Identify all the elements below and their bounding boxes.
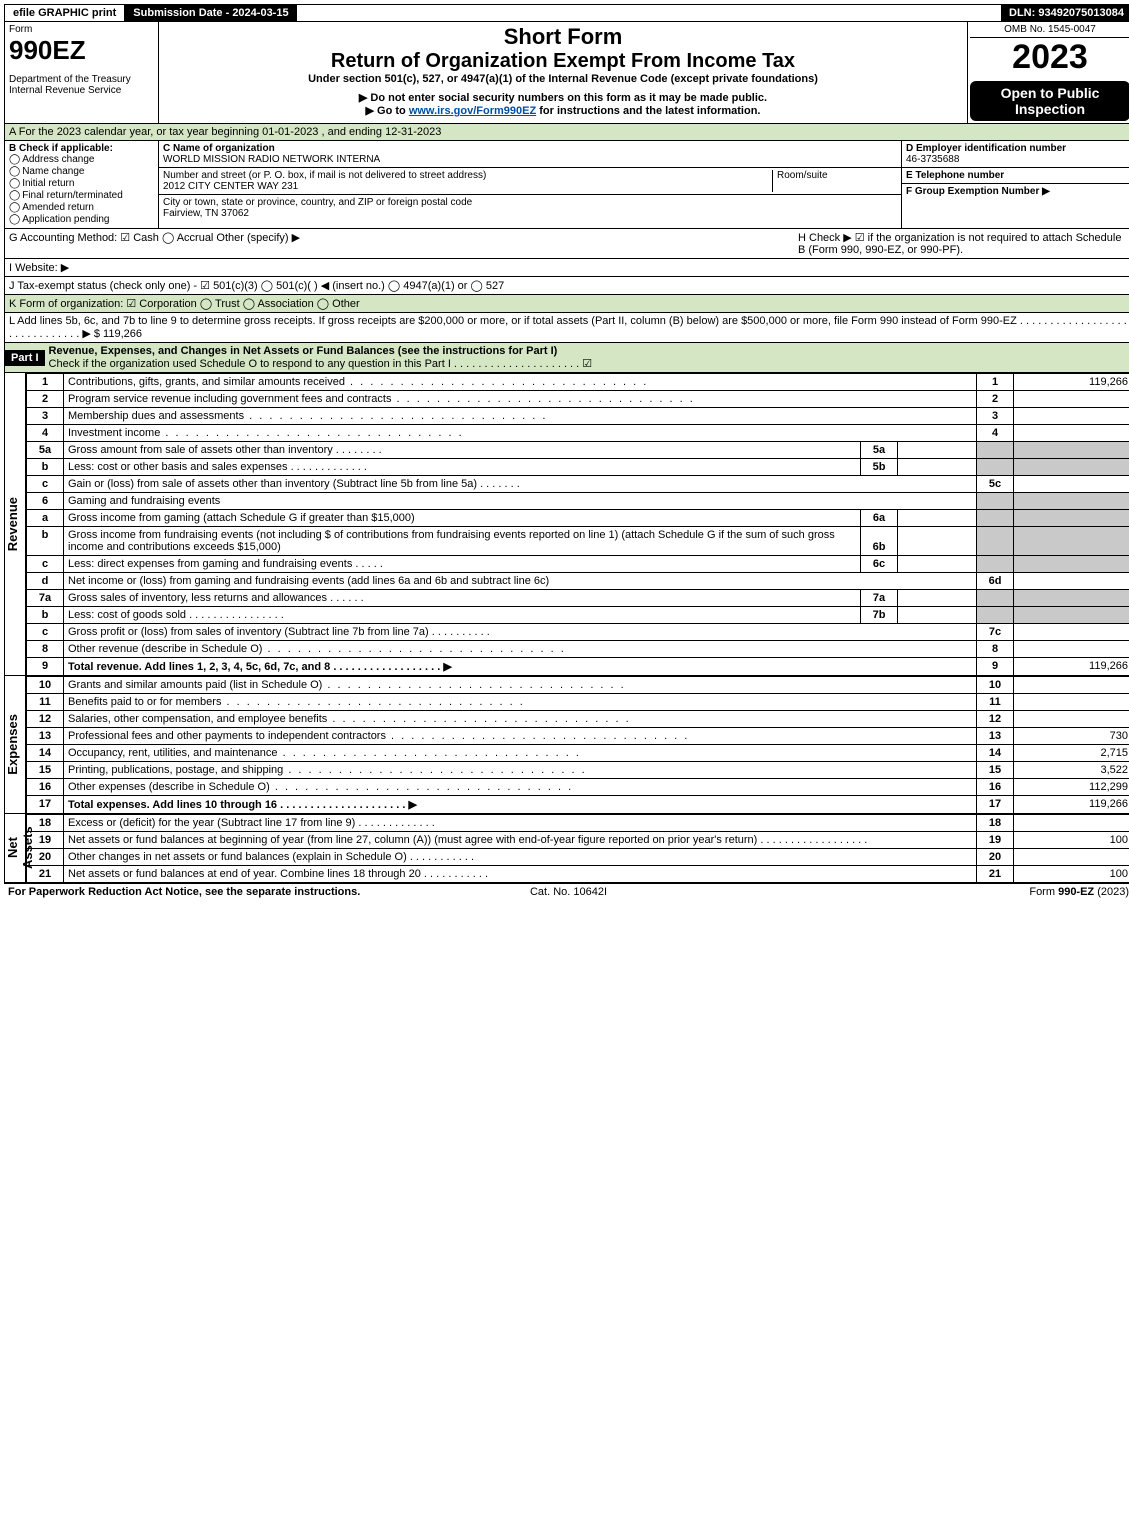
dln-label: DLN: 93492075013084 — [1001, 5, 1129, 21]
main-grid: Revenue 1Contributions, gifts, grants, a… — [4, 373, 1129, 676]
expenses-grid: Expenses 10Grants and similar amounts pa… — [4, 676, 1129, 814]
subtitle: Under section 501(c), 527, or 4947(a)(1)… — [163, 73, 963, 85]
cb-name-change[interactable]: ◯Name change — [9, 166, 154, 178]
line-g: G Accounting Method: ☑ Cash ◯ Accrual Ot… — [9, 231, 798, 256]
line-l: L Add lines 5b, 6c, and 7b to line 9 to … — [4, 313, 1129, 343]
org-name: WORLD MISSION RADIO NETWORK INTERNA — [163, 154, 380, 165]
header-left: Form 990EZ Department of the Treasury In… — [5, 22, 159, 123]
form-header: Form 990EZ Department of the Treasury In… — [4, 22, 1129, 124]
column-b: B Check if applicable: ◯Address change ◯… — [5, 141, 159, 228]
short-form-title: Short Form — [163, 24, 963, 50]
footer-left: For Paperwork Reduction Act Notice, see … — [8, 886, 382, 898]
efile-print-button[interactable]: efile GRAPHIC print — [5, 5, 125, 21]
line-l-text: L Add lines 5b, 6c, and 7b to line 9 to … — [9, 315, 1127, 340]
note-goto-post: for instructions and the latest informat… — [539, 105, 760, 117]
dept-label: Department of the Treasury — [9, 74, 154, 85]
public-inspection-badge: Open to Public Inspection — [970, 81, 1129, 121]
revenue-table: 1Contributions, gifts, grants, and simil… — [26, 373, 1129, 676]
line-l-value: 119,266 — [103, 328, 142, 340]
ein-value: 46-3735688 — [906, 154, 959, 165]
bcd-block: B Check if applicable: ◯Address change ◯… — [4, 141, 1129, 229]
b-title: B Check if applicable: — [9, 143, 154, 154]
revenue-side-label: Revenue — [5, 373, 26, 676]
line-j: J Tax-exempt status (check only one) - ☑… — [4, 277, 1129, 295]
page-footer: For Paperwork Reduction Act Notice, see … — [4, 883, 1129, 900]
top-bar: efile GRAPHIC print Submission Date - 20… — [4, 4, 1129, 22]
c-label: C Name of organization — [163, 143, 275, 154]
line-h: H Check ▶ ☑ if the organization is not r… — [798, 231, 1128, 256]
expenses-table: 10Grants and similar amounts paid (list … — [26, 676, 1129, 814]
part1-label: Part I — [5, 350, 45, 366]
tax-year: 2023 — [970, 38, 1129, 77]
city-label: City or town, state or province, country… — [163, 197, 472, 208]
g-h-row: G Accounting Method: ☑ Cash ◯ Accrual Ot… — [4, 229, 1129, 259]
room-suite: Room/suite — [772, 170, 897, 192]
f-label: F Group Exemption Number ▶ — [906, 186, 1050, 197]
column-d: D Employer identification number 46-3735… — [901, 141, 1129, 228]
street-value: 2012 CITY CENTER WAY 231 — [163, 181, 298, 192]
cb-initial-return[interactable]: ◯Initial return — [9, 178, 154, 190]
cb-amended-return[interactable]: ◯Amended return — [9, 202, 154, 214]
netassets-grid: Net Assets 18Excess or (deficit) for the… — [4, 814, 1129, 883]
expenses-side-label: Expenses — [5, 676, 26, 814]
line-i: I Website: ▶ — [4, 259, 1129, 277]
omb-number: OMB No. 1545-0047 — [970, 24, 1129, 38]
note-goto: ▶ Go to www.irs.gov/Form990EZ for instru… — [163, 104, 963, 117]
form-word: Form — [9, 24, 154, 35]
netassets-side-label: Net Assets — [5, 814, 26, 883]
line-a: A For the 2023 calendar year, or tax yea… — [4, 124, 1129, 141]
footer-catno: Cat. No. 10642I — [382, 886, 756, 898]
c-street-cell: Number and street (or P. O. box, if mail… — [159, 168, 901, 195]
street-label: Number and street (or P. O. box, if mail… — [163, 170, 486, 181]
form-number: 990EZ — [9, 35, 154, 66]
d-label: D Employer identification number — [906, 143, 1066, 154]
c-name-cell: C Name of organization WORLD MISSION RAD… — [159, 141, 901, 168]
e-label: E Telephone number — [906, 170, 1004, 181]
submission-date-button[interactable]: Submission Date - 2024-03-15 — [125, 5, 297, 21]
city-value: Fairview, TN 37062 — [163, 208, 249, 219]
column-c: C Name of organization WORLD MISSION RAD… — [159, 141, 901, 228]
header-right: OMB No. 1545-0047 2023 Open to Public In… — [967, 22, 1129, 123]
irs-label: Internal Revenue Service — [9, 85, 154, 96]
cb-application-pending[interactable]: ◯Application pending — [9, 214, 154, 226]
part1-title: Revenue, Expenses, and Changes in Net As… — [49, 345, 558, 357]
part1-check-note: Check if the organization used Schedule … — [49, 358, 593, 370]
irs-link[interactable]: www.irs.gov/Form990EZ — [409, 105, 536, 117]
main-title: Return of Organization Exempt From Incom… — [163, 50, 963, 73]
header-center: Short Form Return of Organization Exempt… — [159, 22, 967, 123]
cb-final-return[interactable]: ◯Final return/terminated — [9, 190, 154, 202]
e-phone-cell: E Telephone number — [902, 168, 1129, 184]
d-ein-cell: D Employer identification number 46-3735… — [902, 141, 1129, 168]
note-goto-pre: ▶ Go to — [366, 105, 409, 117]
line-k: K Form of organization: ☑ Corporation ◯ … — [4, 295, 1129, 313]
cb-address-change[interactable]: ◯Address change — [9, 154, 154, 166]
footer-right: Form 990-EZ (2023) — [755, 886, 1129, 898]
note-ssn: ▶ Do not enter social security numbers o… — [163, 91, 963, 104]
part1-header-row: Part I Revenue, Expenses, and Changes in… — [4, 343, 1129, 373]
c-city-cell: City or town, state or province, country… — [159, 195, 901, 221]
netassets-table: 18Excess or (deficit) for the year (Subt… — [26, 814, 1129, 883]
f-group-cell: F Group Exemption Number ▶ — [902, 184, 1129, 199]
